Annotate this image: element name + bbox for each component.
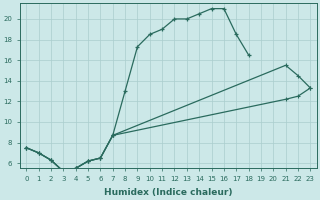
X-axis label: Humidex (Indice chaleur): Humidex (Indice chaleur) [104, 188, 233, 197]
